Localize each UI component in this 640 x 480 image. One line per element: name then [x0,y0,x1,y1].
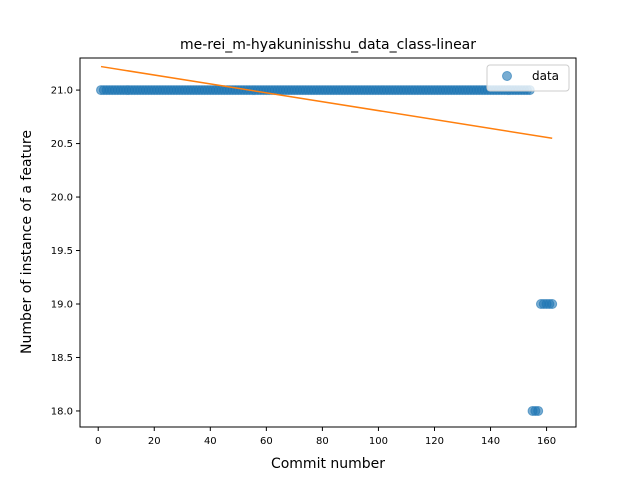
plot-frame [79,57,577,428]
y-tick-label: 19.5 [51,246,73,257]
x-tick-label: 140 [481,436,500,447]
y-tick-label: 18.5 [51,353,73,364]
legend-label-data: data [532,69,559,83]
x-tick-label: 0 [95,436,101,447]
y-axis: 18.0 18.5 19.0 19.5 20.0 20.5 21.0 [51,86,80,417]
data-point [533,405,544,416]
legend-marker-data [502,71,512,81]
y-tick-label: 20.0 [51,193,73,204]
x-tick-label: 60 [260,436,273,447]
x-axis: 0 20 40 60 80 100 120 140 160 [95,427,556,447]
y-tick-label: 19.0 [51,300,73,311]
y-tick-label: 18.0 [51,406,73,417]
trend-line [100,65,553,139]
x-tick-label: 80 [316,436,329,447]
y-tick-label: 20.5 [51,139,73,150]
x-tick-label: 100 [369,436,388,447]
legend: data [486,64,570,92]
data-point [547,299,558,309]
x-tick-label: 120 [425,436,444,447]
plot-area [96,65,558,416]
x-tick-label: 20 [148,436,161,447]
x-tick-label: 40 [204,436,217,447]
y-axis-label: Number of instance of a feature [19,130,35,354]
y-tick-label: 21.0 [51,86,73,97]
x-axis-label: Commit number [271,456,385,472]
x-tick-label: 160 [537,436,556,447]
chart-title: me-rei_m-hyakuninisshu_data_class-linear [180,37,476,53]
